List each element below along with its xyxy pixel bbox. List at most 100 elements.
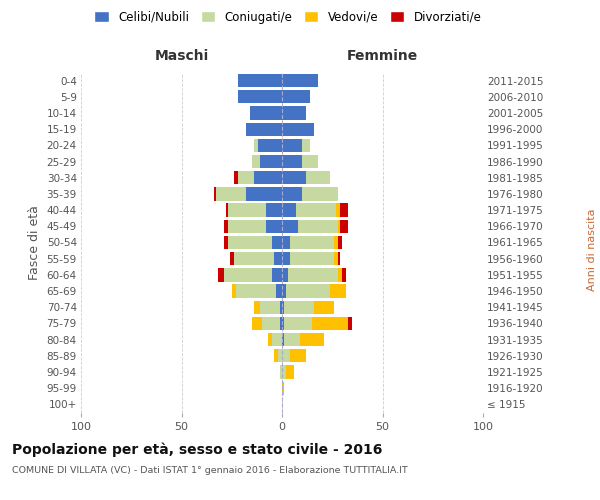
Bar — [338, 268, 343, 281]
Bar — [282, 382, 284, 395]
Bar — [234, 171, 238, 184]
Bar — [302, 155, 318, 168]
Bar — [260, 155, 282, 168]
Bar — [290, 349, 306, 362]
Bar — [236, 284, 276, 298]
Bar — [286, 366, 294, 378]
Bar — [272, 236, 282, 249]
Bar — [260, 300, 280, 314]
Bar — [228, 204, 266, 217]
Bar — [312, 317, 349, 330]
Bar — [214, 188, 215, 200]
Bar — [296, 204, 336, 217]
Bar — [314, 300, 334, 314]
Bar — [282, 90, 310, 104]
Bar — [230, 252, 234, 266]
Bar — [282, 74, 318, 87]
Bar — [280, 317, 282, 330]
Bar — [343, 268, 346, 281]
Bar — [290, 252, 334, 266]
Bar — [250, 106, 282, 120]
Bar — [228, 236, 272, 249]
Bar — [288, 268, 338, 281]
Bar — [282, 317, 284, 330]
Bar — [272, 268, 282, 281]
Bar — [336, 204, 340, 217]
Bar — [282, 300, 284, 314]
Bar — [228, 220, 266, 233]
Bar — [278, 349, 282, 362]
Bar — [282, 252, 290, 266]
Bar — [282, 204, 296, 217]
Bar — [238, 74, 282, 87]
Bar — [282, 284, 286, 298]
Bar — [284, 333, 300, 346]
Bar — [284, 317, 312, 330]
Bar — [282, 220, 298, 233]
Bar — [234, 252, 274, 266]
Bar — [338, 220, 340, 233]
Text: Popolazione per età, sesso e stato civile - 2016: Popolazione per età, sesso e stato civil… — [12, 442, 382, 457]
Bar — [254, 300, 260, 314]
Bar — [282, 333, 284, 346]
Bar — [258, 138, 282, 152]
Bar — [282, 122, 314, 136]
Bar — [282, 106, 306, 120]
Bar — [246, 122, 282, 136]
Bar — [262, 317, 280, 330]
Bar — [338, 252, 340, 266]
Bar — [282, 138, 302, 152]
Bar — [282, 188, 302, 200]
Bar — [252, 317, 262, 330]
Bar — [284, 300, 314, 314]
Bar — [238, 171, 254, 184]
Bar — [224, 236, 228, 249]
Bar — [300, 333, 324, 346]
Text: Maschi: Maschi — [154, 49, 209, 63]
Bar — [302, 138, 310, 152]
Bar — [349, 317, 352, 330]
Bar — [334, 236, 338, 249]
Bar — [290, 236, 334, 249]
Bar — [286, 284, 330, 298]
Bar — [218, 268, 224, 281]
Bar — [280, 300, 282, 314]
Bar — [266, 220, 282, 233]
Bar — [272, 333, 282, 346]
Bar — [224, 220, 228, 233]
Bar — [282, 349, 290, 362]
Bar — [302, 188, 338, 200]
Text: Femmine: Femmine — [347, 49, 418, 63]
Bar — [282, 366, 286, 378]
Bar — [226, 204, 228, 217]
Bar — [254, 138, 258, 152]
Bar — [330, 284, 346, 298]
Bar — [238, 90, 282, 104]
Bar — [268, 333, 272, 346]
Bar — [274, 252, 282, 266]
Bar — [340, 204, 349, 217]
Bar — [224, 268, 272, 281]
Bar — [266, 204, 282, 217]
Bar — [215, 188, 246, 200]
Bar — [306, 171, 330, 184]
Y-axis label: Fasce di età: Fasce di età — [28, 205, 41, 280]
Bar — [282, 171, 306, 184]
Bar — [298, 220, 338, 233]
Bar — [232, 284, 236, 298]
Bar — [254, 171, 282, 184]
Bar — [276, 284, 282, 298]
Bar — [274, 349, 278, 362]
Legend: Celibi/Nubili, Coniugati/e, Vedovi/e, Divorziati/e: Celibi/Nubili, Coniugati/e, Vedovi/e, Di… — [89, 6, 487, 28]
Bar — [252, 155, 260, 168]
Bar — [334, 252, 338, 266]
Bar — [340, 220, 349, 233]
Bar — [282, 268, 288, 281]
Text: Anni di nascita: Anni di nascita — [587, 209, 597, 291]
Bar — [338, 236, 343, 249]
Text: COMUNE DI VILLATA (VC) - Dati ISTAT 1° gennaio 2016 - Elaborazione TUTTITALIA.IT: COMUNE DI VILLATA (VC) - Dati ISTAT 1° g… — [12, 466, 408, 475]
Bar — [282, 236, 290, 249]
Bar — [246, 188, 282, 200]
Bar — [282, 155, 302, 168]
Bar — [280, 366, 282, 378]
